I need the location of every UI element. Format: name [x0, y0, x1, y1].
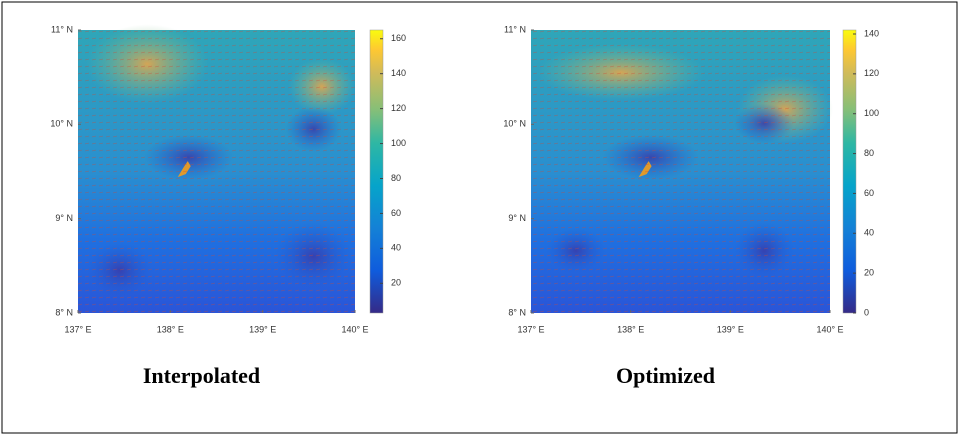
y-tick-label: 10° N	[503, 119, 526, 129]
colorbar-tick-label: 80	[391, 173, 401, 183]
x-tick-label: 139° E	[249, 324, 276, 334]
colorbar-tick-label: 120	[864, 68, 879, 78]
x-tick-label: 139° E	[717, 324, 744, 334]
x-tick-label: 138° E	[617, 324, 644, 334]
colorbar-tick-label: 140	[864, 28, 879, 38]
x-tick-label: 137° E	[64, 324, 91, 334]
colorbar-tick-label: 160	[391, 33, 406, 43]
x-tick-label: 140° E	[341, 324, 368, 334]
colorbar-tick-label: 0	[864, 307, 869, 317]
caption: Optimized	[616, 363, 715, 388]
y-tick-label: 9° N	[55, 213, 73, 223]
caption: Interpolated	[143, 363, 260, 388]
vector-arrows	[78, 30, 355, 313]
frame	[1, 1, 958, 434]
y-tick-label: 10° N	[50, 119, 73, 129]
x-tick-label: 138° E	[157, 324, 184, 334]
y-tick-label: 8° N	[55, 307, 73, 317]
x-tick-label: 140° E	[816, 324, 843, 334]
y-tick-label: 8° N	[508, 307, 526, 317]
colorbar-tick-label: 140	[391, 68, 406, 78]
colorbar-tick-label: 100	[864, 108, 879, 118]
colorbar-tick-label: 60	[864, 188, 874, 198]
colorbar-tick-label: 40	[391, 243, 401, 253]
y-tick-label: 9° N	[508, 213, 526, 223]
colorbar-tick-label: 20	[864, 268, 874, 278]
y-tick-label: 11° N	[51, 24, 73, 34]
colorbar	[842, 29, 857, 314]
colorbar-tick-label: 120	[391, 103, 406, 113]
colorbar	[369, 29, 384, 314]
colorbar-tick-label: 40	[864, 228, 874, 238]
colorbar-tick-label: 100	[391, 138, 406, 148]
x-tick-label: 137° E	[517, 324, 544, 334]
colorbar-tick-label: 60	[391, 208, 401, 218]
colorbar-tick-label: 20	[391, 278, 401, 288]
y-tick-label: 11° N	[504, 24, 526, 34]
colorbar-tick-label: 80	[864, 148, 874, 158]
vector-arrows	[531, 30, 830, 313]
